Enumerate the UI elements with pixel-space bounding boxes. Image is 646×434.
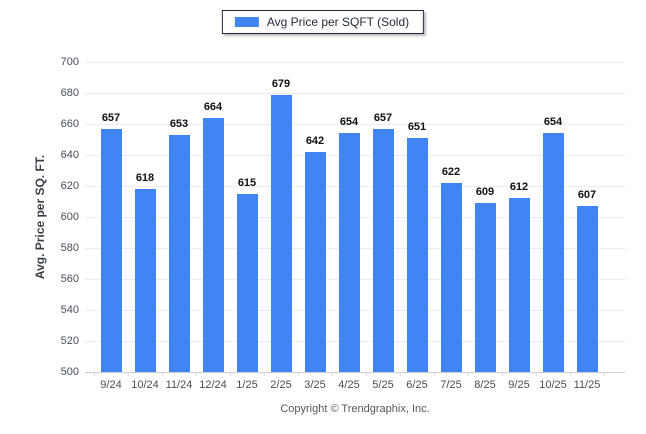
copyright-text: Copyright © Trendgraphix, Inc. bbox=[280, 403, 430, 415]
chart-legend: Avg Price per SQFT (Sold) bbox=[221, 10, 425, 34]
x-axis-tick bbox=[332, 372, 333, 376]
x-axis-tick bbox=[570, 372, 571, 376]
bar-value-label: 612 bbox=[509, 181, 529, 193]
bar bbox=[202, 118, 224, 372]
gridline bbox=[85, 62, 625, 63]
x-axis-tick bbox=[230, 372, 231, 376]
x-tick-label: 9/25 bbox=[508, 379, 530, 391]
bar-value-label: 607 bbox=[577, 189, 597, 201]
bar bbox=[134, 189, 156, 372]
y-tick-label: 540 bbox=[60, 304, 79, 316]
bar-value-label: 651 bbox=[407, 121, 427, 133]
x-axis-tick bbox=[128, 372, 129, 376]
bar-value-label: 653 bbox=[169, 118, 189, 130]
y-tick-label: 640 bbox=[60, 149, 79, 161]
legend-label: Avg Price per SQFT (Sold) bbox=[266, 15, 410, 29]
bar bbox=[236, 194, 258, 372]
bar bbox=[338, 133, 360, 372]
x-tick-label: 3/25 bbox=[304, 379, 326, 391]
y-tick-label: 620 bbox=[60, 180, 79, 192]
x-axis-tick bbox=[264, 372, 265, 376]
y-tick-label: 680 bbox=[60, 87, 79, 99]
x-axis-tick bbox=[536, 372, 537, 376]
bar-value-label: 679 bbox=[271, 78, 291, 90]
bar-value-label: 654 bbox=[543, 116, 563, 128]
y-tick-label: 580 bbox=[60, 242, 79, 254]
x-tick-label: 6/25 bbox=[406, 379, 428, 391]
bar-value-label: 609 bbox=[475, 186, 495, 198]
x-axis-tick bbox=[366, 372, 367, 376]
x-tick-label: 5/25 bbox=[372, 379, 394, 391]
y-tick-label: 660 bbox=[60, 118, 79, 130]
x-tick-label: 11/24 bbox=[165, 379, 193, 391]
bar bbox=[508, 198, 530, 372]
y-tick-label: 520 bbox=[60, 335, 79, 347]
x-axis-tick bbox=[468, 372, 469, 376]
x-axis-tick bbox=[604, 372, 605, 376]
bar-value-label: 654 bbox=[339, 116, 359, 128]
x-tick-label: 12/24 bbox=[199, 379, 227, 391]
bar bbox=[576, 206, 598, 372]
x-axis-tick bbox=[434, 372, 435, 376]
x-tick-label: 10/25 bbox=[539, 379, 567, 391]
y-tick-label: 560 bbox=[60, 273, 79, 285]
legend-swatch-icon bbox=[234, 17, 259, 27]
y-tick-label: 600 bbox=[60, 211, 79, 223]
x-tick-label: 9/24 bbox=[100, 379, 122, 391]
x-tick-label: 7/25 bbox=[440, 379, 462, 391]
gridline bbox=[85, 93, 625, 94]
bar bbox=[168, 135, 190, 372]
x-axis-tick bbox=[196, 372, 197, 376]
y-axis-title: Avg. Price per SQ. FT. bbox=[33, 154, 47, 280]
bar bbox=[474, 203, 496, 372]
bar bbox=[270, 95, 292, 372]
bar bbox=[304, 152, 326, 372]
bar bbox=[372, 129, 394, 372]
bar bbox=[542, 133, 564, 372]
x-axis-tick bbox=[162, 372, 163, 376]
x-tick-label: 4/25 bbox=[338, 379, 360, 391]
bar-value-label: 657 bbox=[101, 112, 121, 124]
x-axis-tick bbox=[400, 372, 401, 376]
bar bbox=[440, 183, 462, 372]
gridline bbox=[85, 124, 625, 125]
x-tick-label: 1/25 bbox=[236, 379, 258, 391]
bar bbox=[406, 138, 428, 372]
x-tick-label: 11/25 bbox=[573, 379, 601, 391]
bar-value-label: 642 bbox=[305, 135, 325, 147]
x-tick-label: 2/25 bbox=[270, 379, 292, 391]
bar-value-label: 657 bbox=[373, 112, 393, 124]
x-axis-tick bbox=[94, 372, 95, 376]
bar-value-label: 618 bbox=[135, 172, 155, 184]
bar-value-label: 615 bbox=[237, 177, 257, 189]
x-tick-label: 10/24 bbox=[131, 379, 159, 391]
x-axis-tick bbox=[502, 372, 503, 376]
x-axis-tick bbox=[298, 372, 299, 376]
bar bbox=[100, 129, 122, 372]
bar-value-label: 664 bbox=[203, 101, 223, 113]
y-tick-label: 700 bbox=[60, 56, 79, 68]
plot-area: 657 9/24 618 10/24 653 11/24 664 12/24 615 1/25 67… bbox=[85, 62, 625, 391]
bar-value-label: 622 bbox=[441, 166, 461, 178]
y-tick-label: 500 bbox=[60, 366, 79, 378]
x-tick-label: 8/25 bbox=[474, 379, 496, 391]
x-axis-baseline bbox=[85, 372, 625, 373]
